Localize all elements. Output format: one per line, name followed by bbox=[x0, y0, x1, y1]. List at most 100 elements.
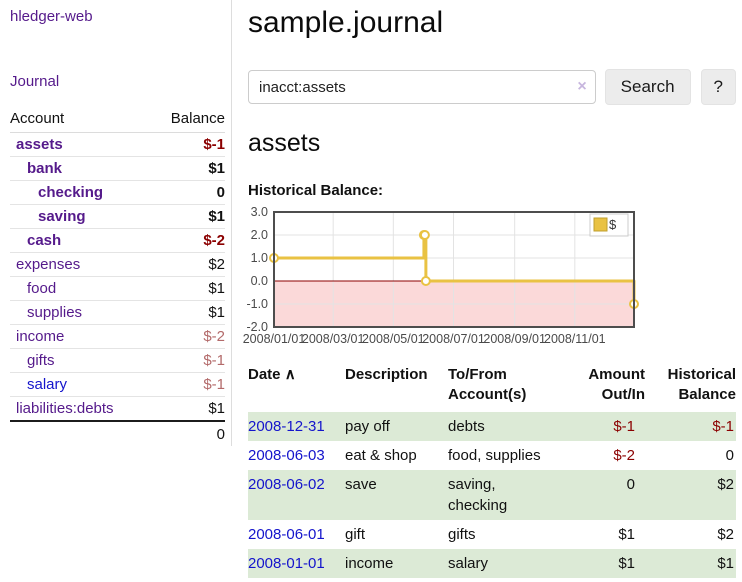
sidebar-account-link[interactable]: supplies bbox=[27, 304, 83, 321]
svg-text:2008/03/01: 2008/03/01 bbox=[302, 332, 365, 346]
register-balance: $2 bbox=[717, 475, 734, 493]
sidebar-account-link[interactable]: assets bbox=[16, 136, 63, 153]
sidebar-account-link[interactable]: expenses bbox=[16, 256, 81, 273]
sidebar-account-link[interactable]: saving bbox=[38, 208, 86, 225]
sidebar-account-balance: $1 bbox=[151, 396, 225, 421]
sidebar-account-balance: $1 bbox=[151, 276, 225, 301]
svg-text:1.0: 1.0 bbox=[251, 251, 268, 265]
register-balance: $2 bbox=[717, 525, 734, 543]
sidebar-account-salary: salary $-1 bbox=[10, 372, 225, 397]
search-input[interactable] bbox=[248, 70, 596, 104]
svg-text:3.0: 3.0 bbox=[251, 205, 268, 219]
svg-text:-1.0: -1.0 bbox=[246, 297, 268, 311]
sidebar-account-balance: $-1 bbox=[151, 372, 225, 397]
sidebar-account-assets: assets $-1 bbox=[10, 133, 225, 157]
svg-text:2008/09/01: 2008/09/01 bbox=[483, 332, 546, 346]
sidebar-account-link[interactable]: cash bbox=[27, 232, 62, 249]
svg-text:0.0: 0.0 bbox=[251, 274, 268, 288]
main-content: sample.journal × Search ? assets Histori… bbox=[243, 0, 736, 578]
register-row-2008-12-31: 2008-12-31 pay off debts $-1 $-1 bbox=[248, 411, 736, 441]
register-balance: $1 bbox=[717, 554, 734, 572]
register-accounts: debts bbox=[448, 417, 485, 435]
sidebar-account-expenses: expenses $2 bbox=[10, 252, 225, 277]
sidebar-account-link[interactable]: gifts bbox=[27, 352, 55, 369]
sidebar-account-balance: $-1 bbox=[203, 136, 225, 153]
register-row-2008-06-02: 2008-06-02 save saving, checking 0 $2 bbox=[248, 469, 736, 520]
register-row-2008-06-01: 2008-06-01 gift gifts $1 $2 bbox=[248, 520, 736, 549]
sidebar: hledger-web Journal Account Balance asse… bbox=[0, 0, 232, 446]
register-date-link[interactable]: 2008-06-01 bbox=[248, 525, 325, 543]
accounts-header-account: Account bbox=[10, 107, 152, 133]
sidebar-account-link[interactable]: liabilities:debts bbox=[16, 400, 114, 417]
series-swatch-icon bbox=[593, 217, 608, 232]
svg-text:2008/05/01: 2008/05/01 bbox=[362, 332, 425, 346]
accounts-header-row: Account Balance bbox=[10, 107, 225, 133]
search-button[interactable]: Search bbox=[604, 69, 691, 105]
sidebar-account-liabilities-debts: liabilities:debts $1 bbox=[10, 396, 225, 421]
search-form: × Search ? bbox=[248, 69, 736, 105]
register-date-link[interactable]: 2008-06-02 bbox=[248, 475, 325, 493]
sidebar-account-balance: $-1 bbox=[151, 348, 225, 373]
register-description: eat & shop bbox=[345, 446, 417, 464]
app-title-link[interactable]: hledger-web bbox=[10, 8, 93, 25]
sidebar-account-balance: 0 bbox=[151, 180, 225, 205]
sidebar-account-gifts: gifts $-1 bbox=[10, 348, 225, 373]
sidebar-account-cash: cash $-2 bbox=[10, 228, 225, 253]
sort-ascending-icon: ∧ bbox=[284, 366, 296, 383]
sidebar-account-balance: $1 bbox=[151, 156, 225, 181]
accounts-total-value: 0 bbox=[151, 420, 225, 446]
svg-text:2008/07/01: 2008/07/01 bbox=[422, 332, 485, 346]
register-amount: $1 bbox=[618, 525, 635, 543]
sidebar-account-saving: saving $1 bbox=[10, 204, 225, 229]
sidebar-account-food: food $1 bbox=[10, 276, 225, 301]
page-title: sample.journal bbox=[248, 6, 444, 39]
register-date-link[interactable]: 2008-12-31 bbox=[248, 417, 325, 435]
register-description: pay off bbox=[345, 417, 390, 435]
sidebar-item-journal[interactable]: Journal bbox=[10, 73, 60, 90]
accounts-table: Account Balance assets $-1 bank $1 check… bbox=[10, 107, 225, 446]
sidebar-account-link[interactable]: income bbox=[16, 328, 65, 345]
register-description: gift bbox=[345, 525, 366, 543]
search-help-button[interactable]: ? bbox=[700, 69, 736, 105]
register-row-2008-06-03: 2008-06-03 eat & shop food, supplies $-2… bbox=[248, 441, 736, 470]
register-header-accounts: To/From Account(s) bbox=[448, 366, 527, 404]
register-description: save bbox=[345, 475, 377, 493]
register-amount: 0 bbox=[626, 475, 635, 493]
register-date-link[interactable]: 2008-06-03 bbox=[248, 446, 325, 464]
sidebar-account-link[interactable]: checking bbox=[38, 184, 104, 201]
svg-text:2008/11/01: 2008/11/01 bbox=[544, 332, 606, 346]
register-accounts: salary bbox=[448, 554, 489, 572]
sidebar-account-balance: $-2 bbox=[151, 324, 225, 349]
register-description: income bbox=[345, 554, 394, 572]
chart-legend: $ bbox=[589, 213, 629, 237]
register-amount: $1 bbox=[618, 554, 635, 572]
register-balance: 0 bbox=[725, 446, 734, 464]
account-heading: assets bbox=[248, 129, 321, 157]
chart-title: Historical Balance: bbox=[248, 182, 384, 199]
sidebar-account-link[interactable]: food bbox=[27, 280, 57, 297]
register-table: Date ∧ Description To/From Account(s) Am… bbox=[248, 365, 736, 578]
legend-label: $ bbox=[609, 217, 617, 232]
accounts-table-body: assets $-1 bank $1 checking 0 saving $1 … bbox=[10, 133, 225, 421]
sidebar-account-link[interactable]: bank bbox=[27, 160, 63, 177]
register-date-link[interactable]: 2008-01-01 bbox=[248, 554, 325, 572]
sidebar-account-balance: $1 bbox=[151, 204, 225, 229]
register-accounts: saving, checking bbox=[448, 475, 508, 514]
sidebar-account-link[interactable]: salary bbox=[27, 376, 68, 393]
register-amount: $-2 bbox=[613, 446, 635, 464]
sidebar-account-balance: $2 bbox=[151, 252, 225, 277]
register-header-date[interactable]: Date ∧ bbox=[248, 365, 345, 412]
register-header-amount: Amount Out/In bbox=[588, 366, 645, 404]
register-row-2008-01-01: 2008-01-01 income salary $1 $1 bbox=[248, 548, 736, 578]
accounts-total-row: 0 bbox=[10, 420, 225, 446]
sidebar-account-income: income $-2 bbox=[10, 324, 225, 349]
svg-text:2008/01/01: 2008/01/01 bbox=[243, 332, 306, 346]
clear-search-icon[interactable]: × bbox=[577, 78, 587, 95]
register-table-body: 2008-12-31 pay off debts $-1 $-1 2008-06… bbox=[248, 411, 736, 578]
historical-balance-chart: $3.0 2.0 1.0 0.0 -1.0 -2.0 2008/01/01 2008/03/0… bbox=[243, 205, 736, 351]
sidebar-account-bank: bank $1 bbox=[10, 156, 225, 181]
register-header-date-label: Date bbox=[248, 366, 281, 383]
register-header-description: Description bbox=[345, 366, 428, 383]
register-amount: $-1 bbox=[613, 417, 635, 435]
